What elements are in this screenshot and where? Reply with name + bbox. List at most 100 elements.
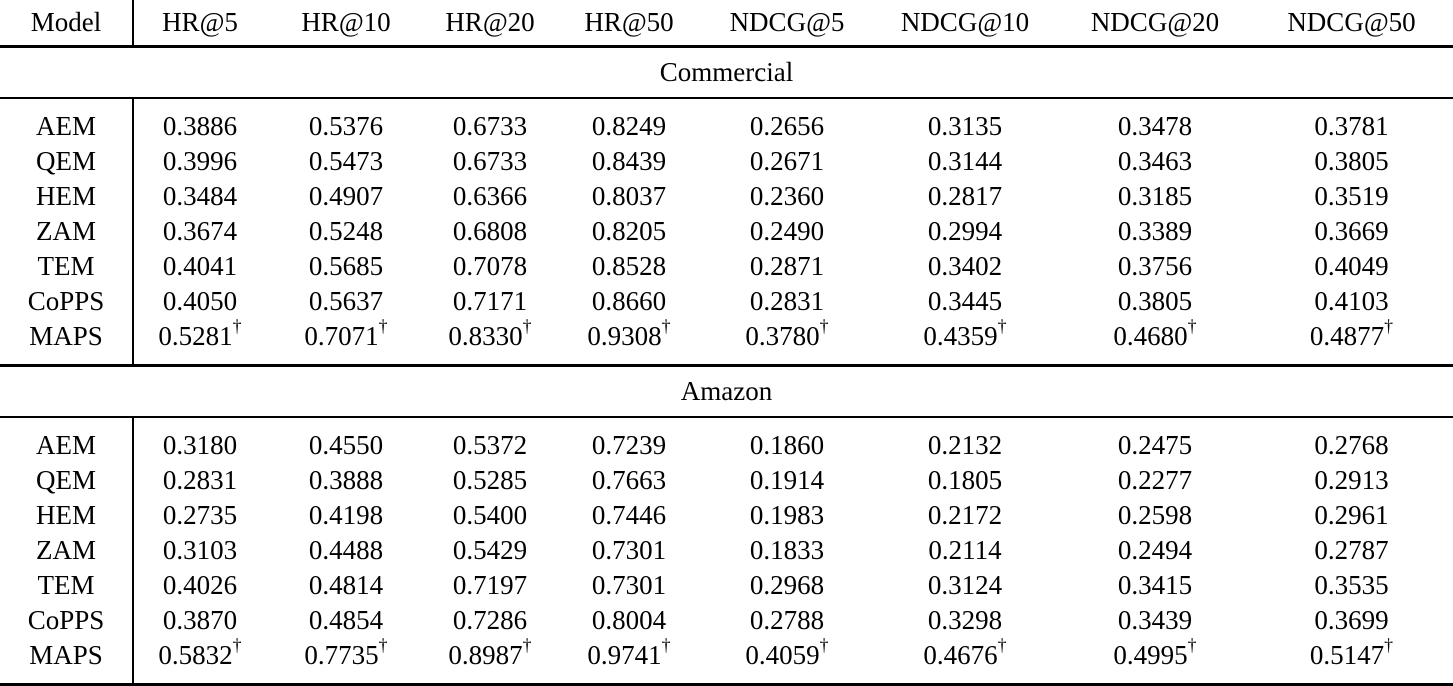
metric-cell: 0.2656	[704, 98, 870, 144]
metric-value: 0.3439	[1117, 605, 1193, 635]
metric-cell: 0.2968	[704, 568, 870, 603]
metric-value: 0.3180	[162, 430, 238, 460]
metric-value: 0.3756	[1117, 251, 1193, 281]
section-title: Amazon	[680, 376, 773, 406]
metric-cell: 0.4995†	[1060, 635, 1250, 685]
metric-value: 0.3780	[745, 321, 820, 351]
metric-value: 0.5285	[452, 465, 528, 495]
metric-cell: 0.7171	[426, 284, 554, 319]
metric-cell: 0.3402	[870, 249, 1060, 284]
metric-value: 0.2277	[1117, 465, 1193, 495]
metric-cell: 0.4359†	[870, 316, 1060, 366]
significance-marker: †	[997, 316, 1007, 337]
metric-cell: 0.3886	[133, 98, 266, 144]
metric-value: 0.5429	[452, 535, 528, 565]
metric-cell: 0.5685	[266, 249, 426, 284]
metric-cell: 0.7446	[554, 498, 704, 533]
metric-value: 0.2490	[749, 216, 825, 246]
metric-value: 0.4814	[308, 570, 384, 600]
metric-value: 0.4026	[162, 570, 238, 600]
metric-cell: 0.3185	[1060, 179, 1250, 214]
metric-cell: 0.3478	[1060, 98, 1250, 144]
metric-value: 0.7663	[591, 465, 667, 495]
metric-cell: 0.7301	[554, 533, 704, 568]
metric-cell: 0.3439	[1060, 603, 1250, 638]
metric-value: 0.4854	[308, 605, 384, 635]
section-band: Amazon	[0, 366, 1453, 418]
metric-value: 0.3996	[162, 146, 238, 176]
metric-cell: 0.3298	[870, 603, 1060, 638]
metric-value: 0.7301	[591, 535, 667, 565]
metric-value: 0.3415	[1117, 570, 1193, 600]
metric-cell: 0.3445	[870, 284, 1060, 319]
significance-marker: †	[997, 635, 1007, 656]
metric-cell: 0.2788	[704, 603, 870, 638]
metric-value: 0.6366	[452, 181, 528, 211]
metric-value: 0.4676	[923, 640, 998, 670]
metric-value: 0.2831	[749, 286, 825, 316]
metric-cell: 0.4676†	[870, 635, 1060, 685]
metric-cell: 0.2490	[704, 214, 870, 249]
metric-value: 0.1833	[749, 535, 825, 565]
metric-cell: 0.8660	[554, 284, 704, 319]
metric-cell: 0.3888	[266, 463, 426, 498]
metric-cell: 0.5376	[266, 98, 426, 144]
metric-value: 0.1983	[749, 500, 825, 530]
metric-value: 0.4907	[308, 181, 384, 211]
metric-cell: 0.5248	[266, 214, 426, 249]
metric-cell: 0.3103	[133, 533, 266, 568]
significance-marker: †	[378, 635, 388, 656]
metric-cell: 0.4550	[266, 417, 426, 463]
metric-value: 0.2656	[749, 111, 825, 141]
significance-marker: †	[232, 635, 242, 656]
metric-value: 0.2598	[1117, 500, 1193, 530]
metric-value: 0.3484	[162, 181, 238, 211]
metric-value: 0.3463	[1117, 146, 1193, 176]
metric-cell: 0.4198	[266, 498, 426, 533]
metric-value: 0.8004	[591, 605, 667, 635]
metric-value: 0.3699	[1314, 605, 1389, 635]
metric-value: 0.4359	[923, 321, 998, 351]
metric-value: 0.2788	[749, 605, 825, 635]
metric-cell: 0.2735	[133, 498, 266, 533]
metric-value: 0.2817	[927, 181, 1003, 211]
metric-cell: 0.2871	[704, 249, 870, 284]
metric-cell: 0.3699	[1250, 603, 1453, 638]
metric-value: 0.2831	[162, 465, 238, 495]
metric-value: 0.3478	[1117, 111, 1193, 141]
metric-value: 0.3144	[927, 146, 1003, 176]
table-row: AEM 0.3180 0.4550 0.5372 0.7239 0.1860 0.2132 0…	[0, 417, 1453, 463]
metric-cell: 0.3780†	[704, 317, 870, 366]
metric-cell: 0.3669	[1250, 214, 1453, 249]
model-name-cell: CoPPS	[0, 603, 134, 638]
metric-value: 0.3870	[162, 605, 238, 635]
metric-cell: 0.6733	[426, 98, 554, 144]
model-name-cell: QEM	[0, 463, 134, 498]
significance-marker: †	[1187, 635, 1197, 656]
metric-value: 0.4041	[162, 251, 238, 281]
metric-value: 0.3888	[308, 465, 384, 495]
metric-cell: 0.3996	[133, 144, 266, 179]
metric-value: 0.3389	[1117, 216, 1193, 246]
metric-value: 0.5637	[308, 286, 384, 316]
metric-value: 0.7197	[452, 570, 528, 600]
table-row: QEM 0.2831 0.3888 0.5285 0.7663 0.1914 0.1805 0…	[0, 463, 1453, 498]
section-title-row: Amazon	[0, 366, 1453, 418]
metric-cell: 0.3870	[133, 603, 266, 638]
metric-cell: 0.3415	[1060, 568, 1250, 603]
table-row: TEM 0.4026 0.4814 0.7197 0.7301 0.2968 0.3124 0…	[0, 568, 1453, 603]
table-row: QEM 0.3996 0.5473 0.6733 0.8439 0.2671 0.3144 0…	[0, 144, 1453, 179]
metric-value: 0.4550	[308, 430, 384, 460]
table-row: MAPS 0.5281† 0.7071† 0.8330† 0.9308† 0.3780† 0…	[0, 316, 1453, 366]
metric-value: 0.5248	[308, 216, 384, 246]
column-header-metric: HR@20	[445, 7, 535, 37]
table-row: TEM 0.4041 0.5685 0.7078 0.8528 0.2871 0.3402 0…	[0, 249, 1453, 284]
metric-value: 0.3535	[1314, 570, 1389, 600]
table-row: ZAM 0.3674 0.5248 0.6808 0.8205 0.2490 0.2994 0…	[0, 214, 1453, 249]
metric-value: 0.8439	[591, 146, 667, 176]
table-row: CoPPS 0.3870 0.4854 0.7286 0.8004 0.2788 0.329…	[0, 603, 1453, 638]
metric-cell: 0.3135	[870, 98, 1060, 144]
metric-cell: 0.5429	[426, 533, 554, 568]
section-data: AEM 0.3886 0.5376 0.6733 0.8249 0.2656 0.3135 0…	[0, 98, 1453, 366]
